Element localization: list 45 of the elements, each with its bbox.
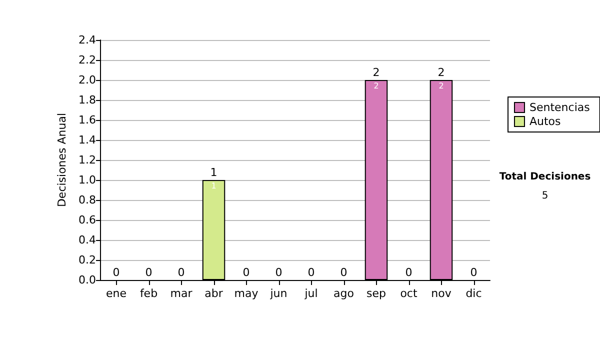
y-axis-title: Decisiones Anual [56,112,69,208]
total-label: 1 [210,166,218,179]
total-label: 2 [438,66,445,79]
x-tick-label: dic [466,287,482,300]
x-tick-label: feb [140,287,158,300]
total-label: 0 [405,266,412,279]
x-tick-label: ene [106,287,127,300]
x-tick-label: abr [204,287,224,300]
x-tick-label: oct [400,287,418,300]
y-tick-label: 1.6 [78,114,96,126]
data-label: 2 [374,82,379,90]
data-label: 1 [211,182,216,190]
y-tick-label: 2.0 [78,74,96,86]
x-tick-label: jul [304,287,318,300]
total-label: 0 [178,266,185,279]
y-tick-label: 1.2 [78,154,96,166]
y-tick-label: 1.8 [78,94,96,106]
total-label: 0 [275,266,282,279]
x-tick-label: mar [170,287,193,300]
y-tick-label: 1.4 [78,134,96,146]
y-tick-label: 0.6 [78,214,96,226]
y-tick-label: 1.0 [78,174,96,186]
y-tick-label: 2.2 [78,54,96,66]
x-tick-label: ago [334,287,354,300]
x-tick-label: nov [431,287,452,300]
text: Total Decisiones [499,172,591,182]
y-tick-label: 0.2 [78,254,96,266]
total-label: 2 [372,66,380,79]
y-tick-label: 0.0 [78,274,96,286]
legend-label: Sentencias [530,101,590,114]
legend-label: Autos [530,115,562,128]
total-label: 0 [112,266,120,279]
total-label: 0 [145,266,152,279]
total-label: 0 [340,266,348,279]
total-label: 0 [470,266,478,279]
total-label: 0 [242,266,250,279]
y-tick-label: 2.4 [78,34,96,46]
x-tick-label: jun [269,287,288,300]
data-label: 2 [438,82,444,90]
x-tick-label: may [234,287,259,300]
x-tick-label: sep [366,287,386,300]
text: 5 [542,190,548,202]
y-tick-label: 0.8 [78,194,96,206]
y-tick-label: 0.4 [78,234,96,246]
total-label: 0 [308,266,315,279]
